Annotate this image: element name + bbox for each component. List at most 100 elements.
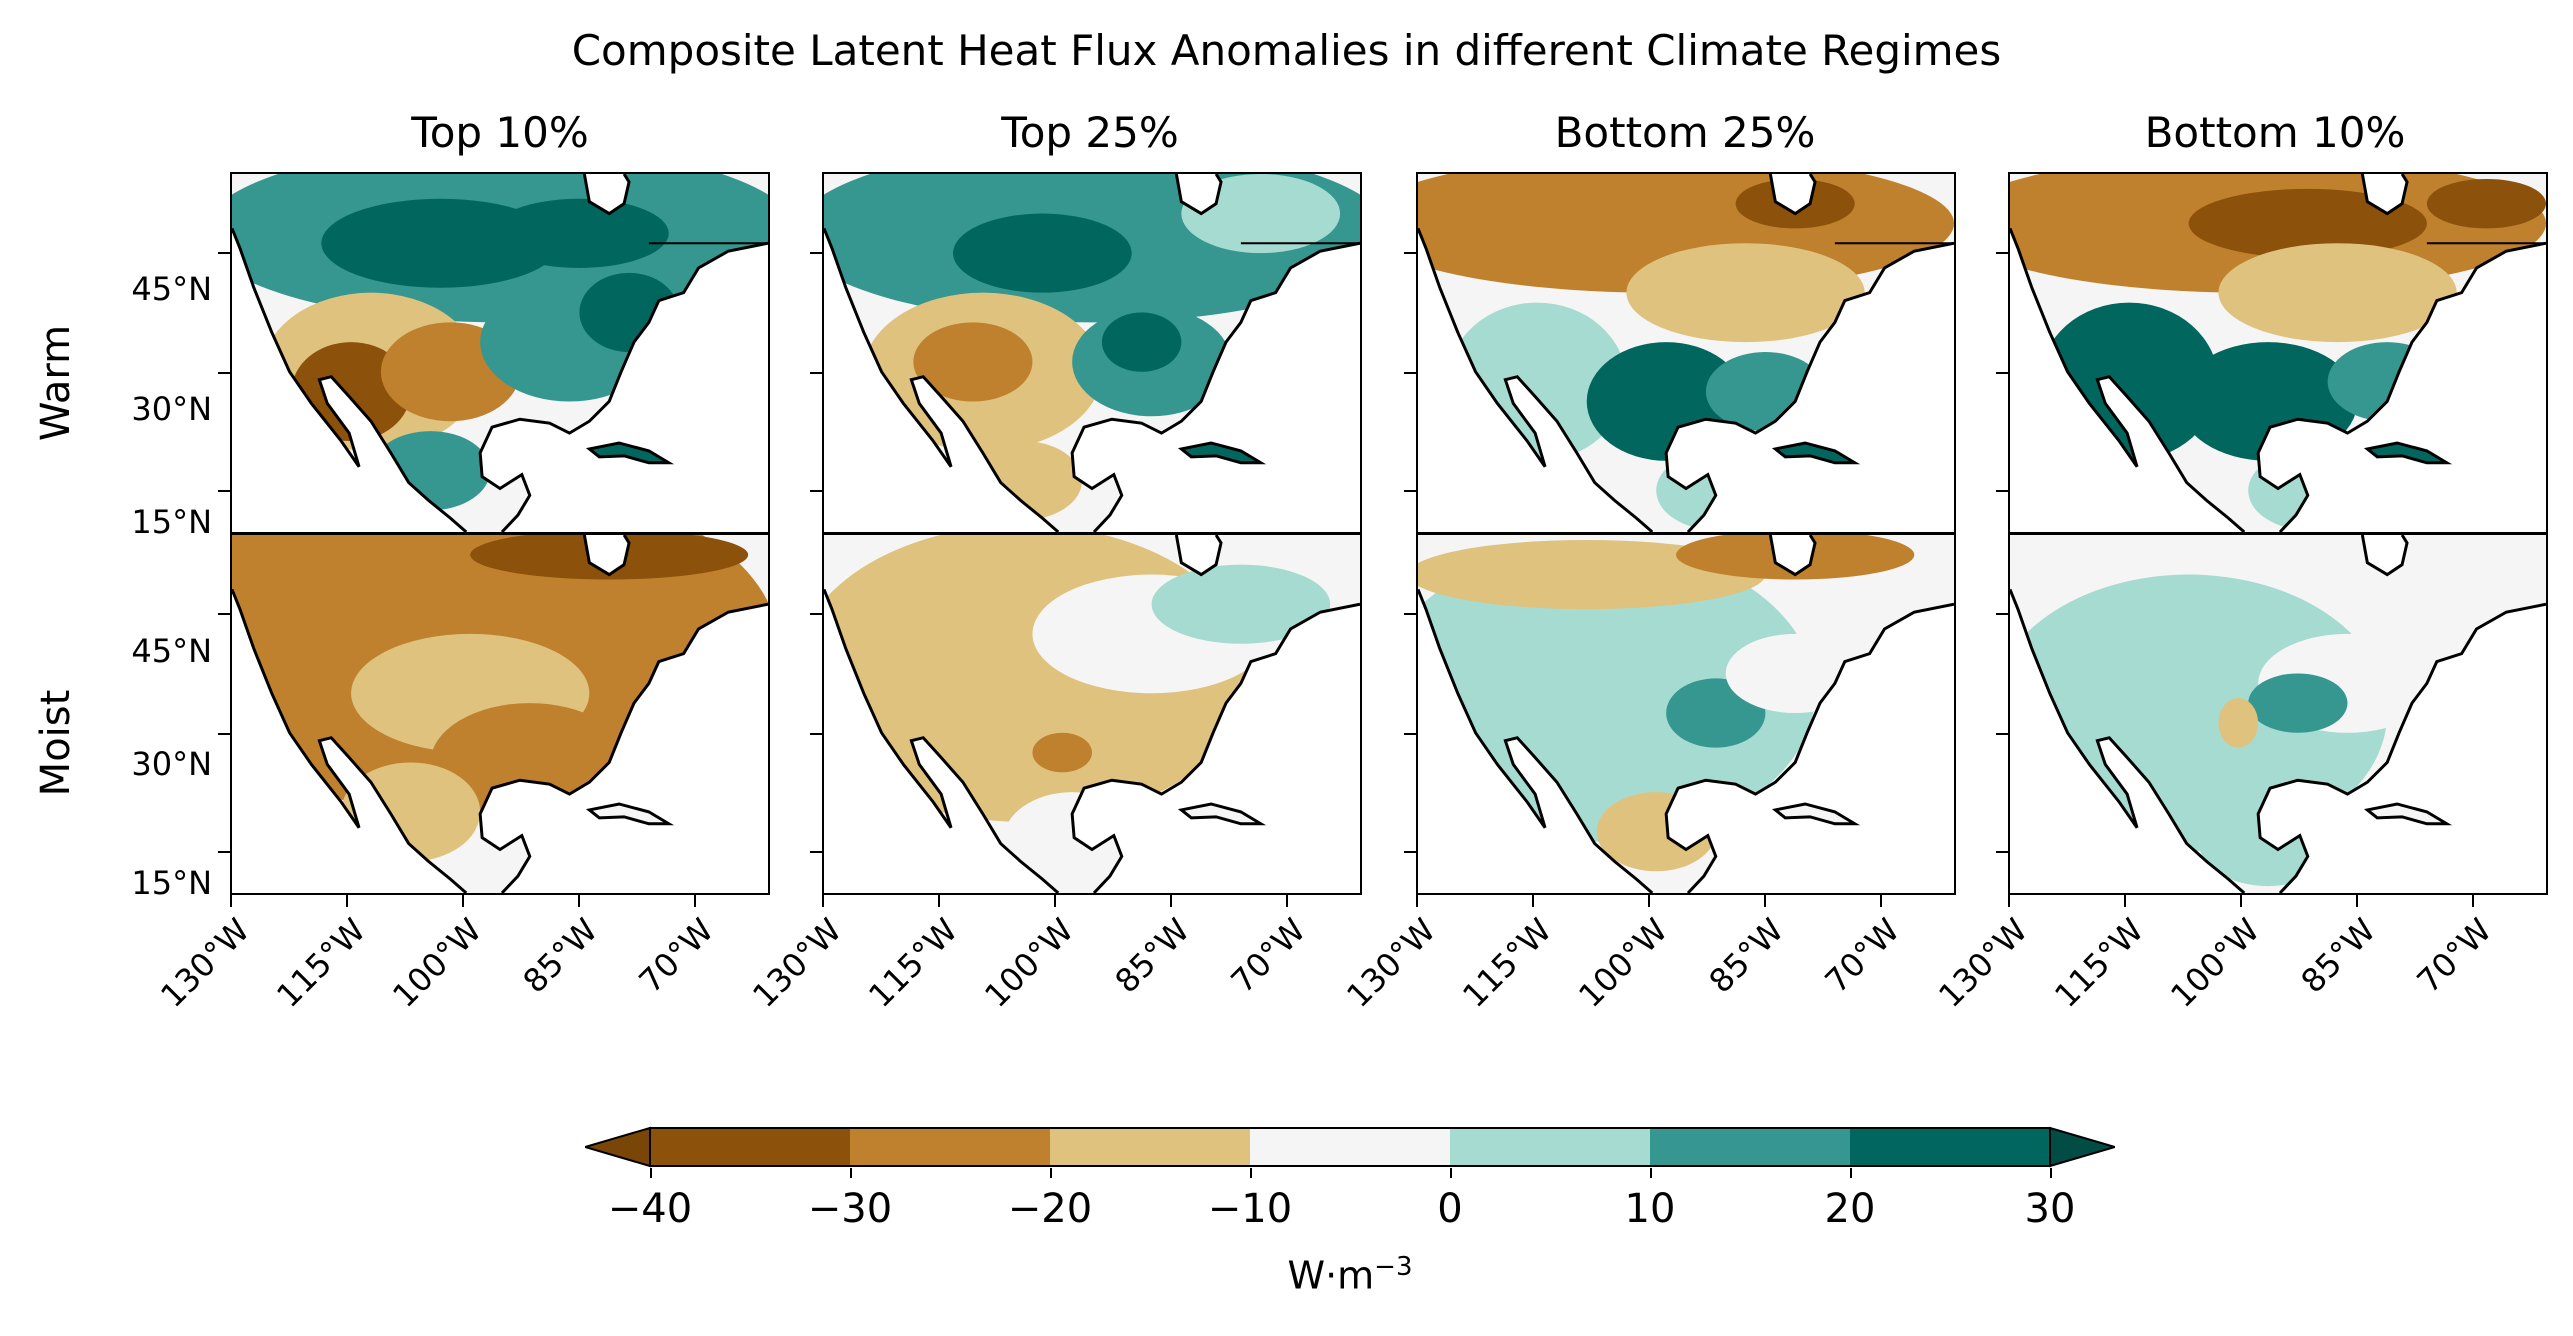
lon-tick (1532, 895, 1534, 907)
lon-tick (938, 895, 940, 907)
anomaly-patch (2248, 450, 2368, 531)
lon-tick (2472, 895, 2474, 907)
lon-tick (1648, 895, 1650, 907)
lon-label: 115°W (861, 911, 965, 1015)
lon-label: 85°W (2293, 911, 2383, 1001)
coastline (232, 535, 768, 893)
map-panel-warm-top-10 (230, 172, 770, 534)
lat-tick (810, 490, 822, 492)
cuba-island (2363, 441, 2453, 465)
colorbar-segment (1650, 1128, 1850, 1166)
anomaly-patch (1656, 450, 1776, 531)
land-anomaly-field (2010, 174, 2546, 532)
lat-tick (218, 252, 230, 254)
column-title-bottom-10: Bottom 10% (2144, 108, 2406, 157)
map-graphic (232, 535, 768, 893)
lon-tick (2008, 895, 2010, 907)
coastline (1418, 174, 1954, 532)
land-anomaly-field (232, 535, 768, 893)
lon-tick (822, 895, 824, 907)
hudson-bay (1176, 174, 1222, 214)
colorbar-segment (850, 1128, 1050, 1166)
lat-tick (810, 252, 822, 254)
colorbar-tick (1850, 1168, 1852, 1178)
anomaly-patch (1101, 312, 1182, 372)
anomaly-patch (2426, 178, 2546, 229)
anomaly-patch (2248, 673, 2348, 733)
colorbar-segment (1050, 1128, 1250, 1166)
lon-label: 130°W (153, 911, 257, 1015)
anomaly-patch (1002, 792, 1142, 892)
colorbar-tick (1250, 1168, 1252, 1178)
cuba-island (1177, 802, 1267, 826)
lat-label-45n-moist: 45°N (131, 632, 212, 670)
lat-tick (218, 851, 230, 853)
anomaly-patch (1418, 539, 1766, 610)
anomaly-patch (579, 272, 679, 353)
map-panel-moist-bottom-10 (2008, 533, 2548, 895)
map-graphic (824, 174, 1360, 532)
colorbar (581, 1126, 2119, 1168)
lat-tick (1996, 613, 2008, 615)
anomaly-patch (1626, 243, 1865, 343)
coastline (824, 535, 1360, 893)
lat-tick (1996, 372, 2008, 374)
colorbar-over-extension (2049, 1126, 2119, 1168)
hudson-bay (1176, 535, 1222, 575)
lat-tick (218, 733, 230, 735)
lon-tick (1170, 895, 1172, 907)
lat-tick (1404, 252, 1416, 254)
anomaly-patch (1705, 352, 1825, 432)
coastline (2010, 535, 2546, 893)
map-graphic (2010, 535, 2546, 893)
colorbar-tick-label: 30 (2024, 1186, 2076, 1232)
colorbar-segment (1450, 1128, 1650, 1166)
lon-tick (2356, 895, 2358, 907)
lon-label: 100°W (977, 911, 1081, 1015)
land-anomaly-field (1418, 174, 1954, 532)
cuba-island (585, 802, 675, 826)
anomaly-patch (1032, 732, 1092, 773)
lat-tick (1404, 490, 1416, 492)
lat-tick (810, 733, 822, 735)
lon-label: 70°W (631, 911, 721, 1001)
anomaly-patch (490, 198, 669, 268)
colorbar-tick (1650, 1168, 1652, 1178)
coastline (1418, 535, 1954, 893)
colorbar-tick-label: 10 (1624, 1186, 1676, 1232)
lon-label: 70°W (2409, 911, 2499, 1001)
anomaly-patch (2327, 342, 2447, 422)
land-anomaly-field (232, 174, 768, 532)
colorbar-graphic (581, 1126, 2119, 1168)
lon-tick (694, 895, 696, 907)
anomaly-patch (962, 441, 1083, 521)
lat-tick (1404, 613, 1416, 615)
cuba-island (2363, 802, 2453, 826)
map-graphic (824, 535, 1360, 893)
lon-label: 70°W (1817, 911, 1907, 1001)
lat-tick (1404, 372, 1416, 374)
lon-tick (1054, 895, 1056, 907)
map-graphic (1418, 535, 1954, 893)
lon-label: 130°W (745, 911, 849, 1015)
map-graphic (2010, 174, 2546, 532)
lon-label: 115°W (1455, 911, 1559, 1015)
lon-label: 85°W (515, 911, 605, 1001)
lon-tick (1880, 895, 1882, 907)
column-title-bottom-25: Bottom 25% (1554, 108, 1816, 157)
anomaly-patch (2178, 342, 2358, 461)
coastline (232, 174, 768, 532)
lon-label: 115°W (2047, 911, 2151, 1015)
hudson-bay (1770, 174, 1816, 214)
lon-tick (2124, 895, 2126, 907)
colorbar-segment (1250, 1128, 1450, 1166)
lon-tick (578, 895, 580, 907)
hudson-bay (584, 535, 630, 575)
anomaly-patch (2218, 243, 2457, 343)
anomaly-patch (913, 322, 1033, 402)
anomaly-patch (1725, 633, 1865, 714)
figure-title: Composite Latent Heat Flux Anomalies in … (571, 26, 2002, 75)
hudson-bay (2362, 174, 2408, 214)
coastline (2010, 174, 2546, 532)
anomaly-patch (2218, 698, 2259, 748)
